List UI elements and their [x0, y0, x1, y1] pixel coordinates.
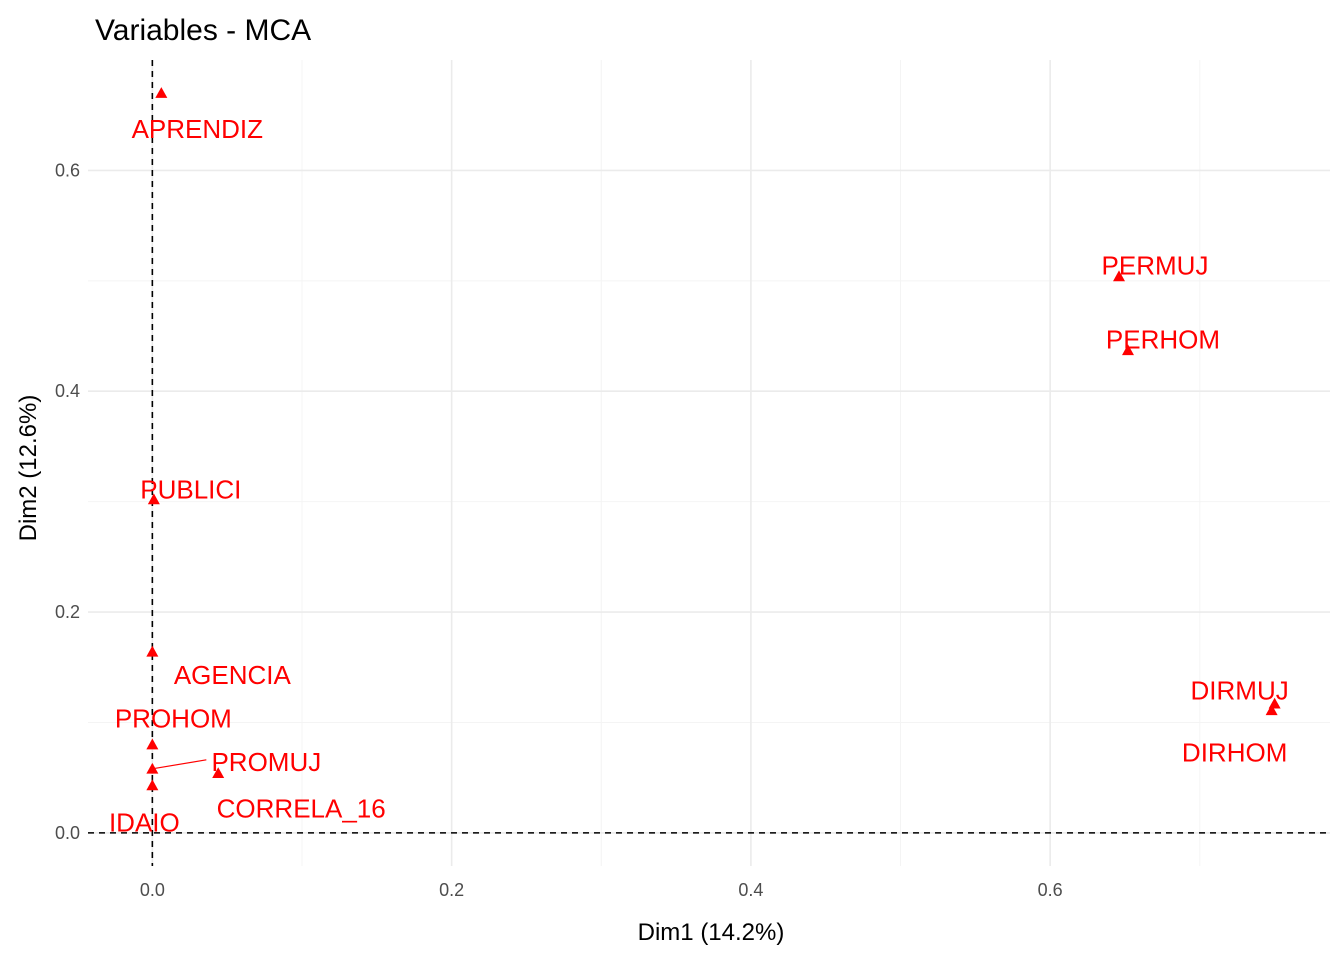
point-label: PROHOM — [115, 704, 232, 734]
variable-labels: APRENDIZ PERMUJ PERHOM PUBLICI AGENCIA DIRMUJ… — [109, 114, 1289, 837]
point-marker — [155, 87, 168, 98]
chart-title: Variables - MCA — [95, 14, 311, 47]
x-tick-label: 0.0 — [140, 880, 165, 900]
label-leader-line — [152, 759, 207, 770]
point-marker — [147, 493, 160, 505]
y-tick-label: 0.4 — [55, 381, 80, 401]
point-label: DIRHOM — [1182, 737, 1287, 767]
y-axis-title: Dim2 (12.6%) — [15, 395, 42, 542]
y-tick-label: 0.0 — [55, 823, 80, 843]
y-axis-ticks: 0.0 0.2 0.4 0.6 — [55, 160, 80, 842]
point-label: PROMUJ — [211, 747, 321, 777]
point-marker — [1121, 344, 1134, 356]
point-label: AGENCIA — [174, 660, 292, 690]
x-tick-label: 0.6 — [1038, 880, 1063, 900]
point-label: PUBLICI — [140, 474, 241, 504]
variable-points — [146, 87, 1281, 791]
point-label: PERHOM — [1106, 324, 1220, 354]
zero-reference-lines — [88, 60, 1330, 866]
point-label: CORRELA_16 — [217, 793, 386, 823]
point-label: IDAIO — [109, 807, 180, 837]
point-marker — [1113, 270, 1126, 282]
x-tick-label: 0.2 — [439, 880, 464, 900]
x-axis-ticks: 0.0 0.2 0.4 0.6 — [140, 880, 1063, 900]
point-marker — [212, 767, 225, 779]
point-marker — [146, 645, 159, 657]
point-marker — [146, 738, 159, 750]
point-label: PERMUJ — [1102, 250, 1209, 280]
point-label: DIRMUJ — [1191, 676, 1289, 706]
grid — [88, 60, 1330, 866]
y-tick-label: 0.6 — [55, 160, 80, 180]
x-axis-title: Dim1 (14.2%) — [638, 919, 785, 946]
point-marker — [1265, 704, 1278, 716]
x-tick-label: 0.4 — [738, 880, 763, 900]
y-tick-label: 0.2 — [55, 602, 80, 622]
point-label: APRENDIZ — [132, 114, 264, 144]
point-marker — [146, 779, 159, 791]
